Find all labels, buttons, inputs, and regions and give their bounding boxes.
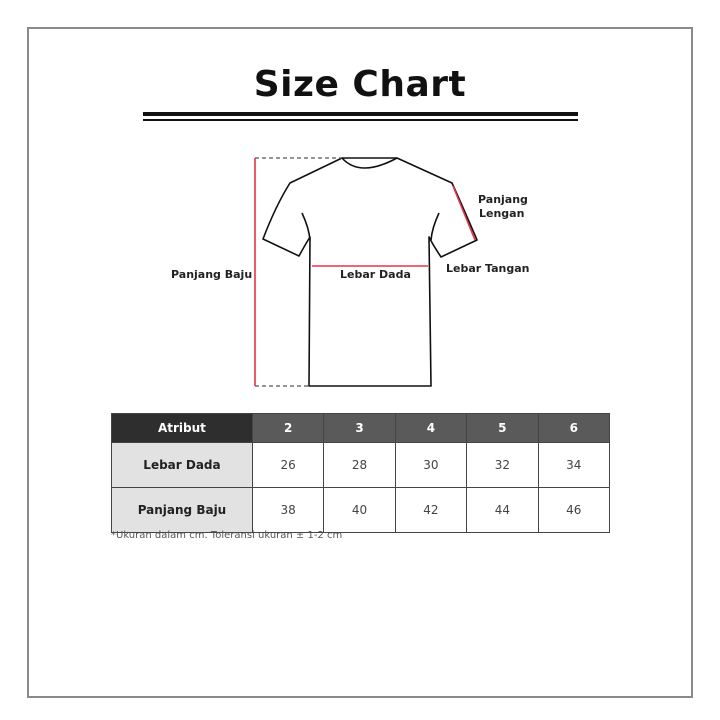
- tshirt-left-armhole: [301, 212, 311, 241]
- header-cell: 3: [323, 413, 396, 443]
- panjang-lengan-line: [452, 185, 476, 241]
- size-table: Atribut 2 3 4 5 6 Lebar Dada 26 28 30 32…: [111, 413, 611, 533]
- row-label: Lebar Dada: [111, 442, 253, 488]
- table-cell: 42: [394, 487, 468, 533]
- table-cell: 28: [323, 442, 396, 488]
- title-underline-thin: [143, 119, 578, 121]
- size-note: *Ukuran dalam cm. Toleransi ukuran ± 1-2…: [111, 530, 343, 541]
- page-frame: [27, 27, 693, 698]
- row-label: Panjang Baju: [111, 487, 253, 533]
- table-header-row: Atribut 2 3 4 5 6: [111, 413, 611, 443]
- label-panjang-lengan-1: Panjang: [478, 193, 528, 206]
- header-cell: 6: [537, 413, 611, 443]
- table-cell: 44: [466, 487, 539, 533]
- page-title: Size Chart: [253, 64, 467, 105]
- table-cell: 32: [466, 442, 539, 488]
- label-lebar-dada: Lebar Dada: [340, 268, 411, 281]
- tshirt-right-armhole: [430, 212, 440, 241]
- table-cell: 26: [251, 442, 325, 488]
- table-cell: 40: [323, 487, 396, 533]
- table-row: Panjang Baju 38 40 42 44 46: [111, 487, 611, 533]
- header-cell: 4: [394, 413, 468, 443]
- table-cell: 34: [537, 442, 611, 488]
- table-cell: 46: [537, 487, 611, 533]
- label-panjang-baju: Panjang Baju: [171, 268, 253, 281]
- header-cell: 5: [466, 413, 539, 443]
- header-cell: Atribut: [111, 413, 253, 443]
- title-underline-thick: [143, 112, 578, 116]
- tshirt-outline: [262, 157, 478, 387]
- table-cell: 38: [251, 487, 325, 533]
- header-cell: 2: [251, 413, 325, 443]
- label-panjang-lengan-2: Lengan: [479, 207, 525, 220]
- label-lebar-tangan: Lebar Tangan: [446, 262, 530, 275]
- table-row: Lebar Dada 26 28 30 32 34: [111, 442, 611, 488]
- table-cell: 30: [394, 442, 468, 488]
